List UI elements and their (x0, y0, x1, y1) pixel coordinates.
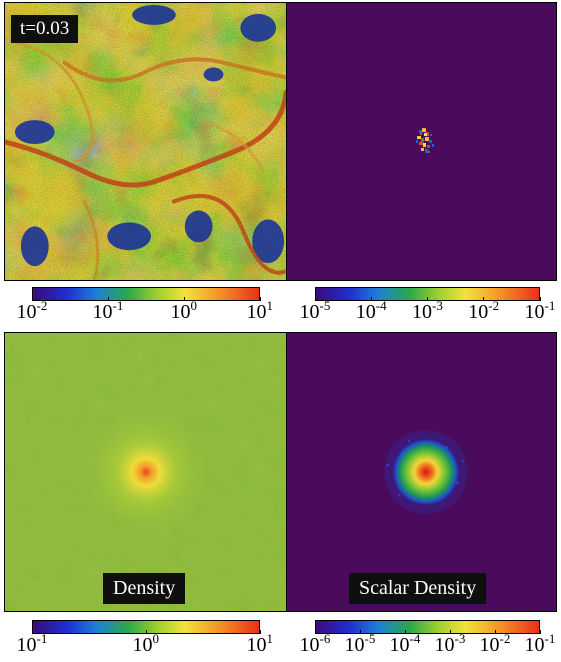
colorbar-tick (449, 630, 451, 634)
colorbar-tick (314, 630, 316, 634)
colorbar-tick-label: 10-2 (468, 298, 500, 323)
colorbar-tick (183, 297, 185, 301)
colorbar-tick (107, 297, 109, 301)
colorbar-tick-label: 10-3 (412, 298, 443, 323)
colorbar-tick (31, 297, 33, 301)
colorbar-tick-label: 10-2 (479, 631, 511, 656)
colorbar-tick-label: 100 (132, 631, 160, 656)
colorbar-tick-label: 10-6 (299, 631, 331, 656)
colorbar-tick-label: 101 (246, 631, 274, 656)
colorbar-tick (370, 297, 372, 301)
colorbar-tick-label: 100 (170, 298, 198, 323)
colorbar-top-left (32, 287, 260, 301)
density-label: Density (103, 573, 186, 604)
density-smooth-image (5, 333, 286, 611)
density-field-image (5, 3, 286, 280)
colorbar-tick-label: 10-4 (389, 631, 421, 656)
colorbar-tick (145, 630, 147, 634)
colorbar-tick (314, 297, 316, 301)
colorbar-tick (483, 297, 485, 301)
colorbar-tick-label: 10-2 (16, 298, 48, 323)
scalar-cluster (416, 128, 434, 153)
colorbar-tick (427, 297, 428, 301)
scalar-density-panel-bottom: Scalar Density (286, 332, 557, 612)
colorbar-tick-label: 10-5 (344, 631, 376, 656)
colorbar-tick-label: 101 (246, 298, 274, 323)
colorbar-tick-label: 10-1 (524, 631, 556, 656)
colorbar-tick-label: 10-1 (92, 298, 124, 323)
colorbar-tick (539, 630, 541, 634)
scalar-density-label: Scalar Density (349, 573, 487, 604)
time-label: t=0.03 (11, 15, 79, 43)
colorbar-tick (359, 630, 361, 634)
density-field-panel-top: t=0.03 (4, 2, 287, 281)
colorbar-tick (539, 297, 541, 301)
colorbar-tick (31, 630, 33, 634)
colorbar-tick-label: 10-5 (299, 298, 331, 323)
colorbar-tick-label: 10-1 (16, 631, 48, 656)
colorbar-tick-label: 10-1 (524, 298, 556, 323)
scalar-field-image (287, 3, 556, 280)
density-panel-bottom: Density (4, 332, 287, 612)
scalar-field-panel-top (286, 2, 557, 281)
colorbar-tick-label: 10-4 (355, 298, 387, 323)
scalar-density-image (287, 333, 556, 611)
colorbar-bottom-right (315, 620, 540, 634)
colorbar-tick (259, 630, 261, 634)
colorbar-tick (259, 297, 261, 301)
colorbar-tick (404, 630, 406, 634)
colorbar-tick (494, 630, 496, 634)
colorbar-tick-label: 10-3 (434, 631, 466, 656)
